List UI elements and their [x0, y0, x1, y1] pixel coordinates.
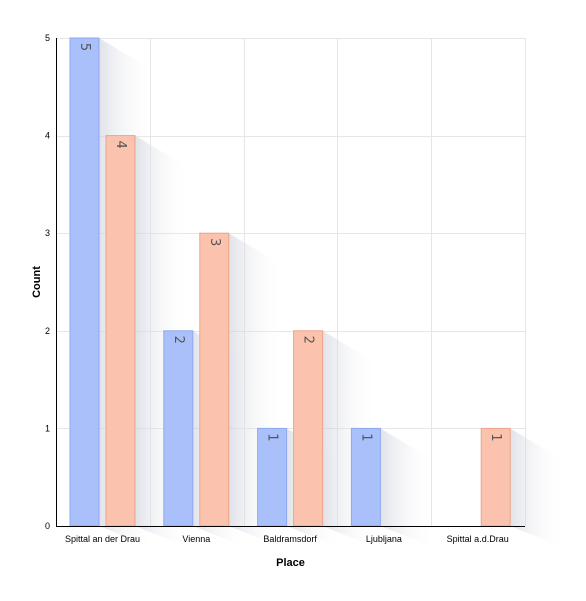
axes: Spittal an der Drau Vienna Baldramsdorf Lju… — [45, 33, 525, 544]
x-tick-label: Ljubljana — [366, 534, 402, 544]
x-axis-title: Place — [276, 557, 305, 569]
bar-value-label: 1 — [358, 433, 373, 441]
bar-value-label: 3 — [207, 238, 222, 246]
x-tick-label: Baldramsdorf — [263, 534, 317, 544]
bar-ljubljana-s1[interactable] — [350, 427, 381, 527]
bar-value-label: 5 — [77, 43, 92, 51]
y-tick-label: 3 — [45, 228, 50, 238]
bar-shadow — [510, 428, 566, 548]
bar-labels: 5 4 2 3 1 2 1 1 — [77, 43, 503, 442]
bar-value-label: 2 — [171, 336, 186, 344]
bar-vienna-s2[interactable] — [199, 232, 230, 527]
y-tick-label: 1 — [45, 423, 50, 433]
bar-value-label: 1 — [265, 433, 280, 441]
x-tick-label: Spittal an der Drau — [65, 534, 140, 544]
y-tick-label: 4 — [45, 131, 50, 141]
y-tick-label: 5 — [45, 33, 50, 43]
bar-spittal-an-der-drau-s1[interactable] — [69, 37, 100, 527]
bar-value-label: 1 — [488, 433, 503, 441]
x-tick-label: Vienna — [182, 534, 210, 544]
bar-shadow — [380, 428, 436, 548]
y-axis-title: Count — [31, 266, 43, 298]
bar-spittal-a-d-drau-s2[interactable] — [480, 427, 511, 527]
y-tick-label: 0 — [45, 521, 50, 531]
bar-baldramsdorf-s1[interactable] — [257, 427, 288, 527]
bar-value-label: 4 — [113, 140, 128, 148]
bar-spittal-an-der-drau-s2[interactable] — [105, 135, 136, 527]
bar-vienna-s1[interactable] — [163, 330, 194, 527]
bars — [69, 37, 511, 527]
x-tick-label: Spittal a.d.Drau — [447, 534, 509, 544]
y-tick-label: 2 — [45, 326, 50, 336]
bar-baldramsdorf-s2[interactable] — [293, 330, 324, 527]
bar-value-label: 2 — [301, 336, 316, 344]
